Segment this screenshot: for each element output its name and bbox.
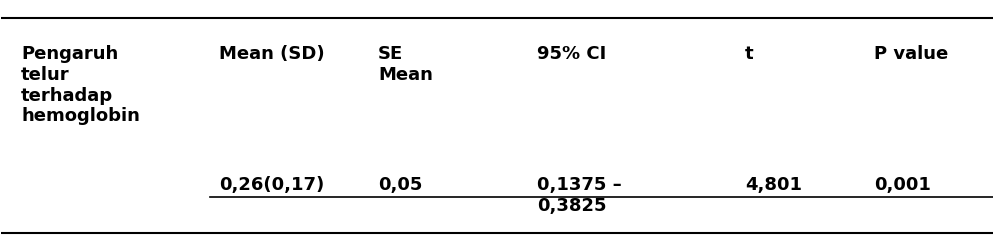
Text: P value: P value bbox=[874, 45, 948, 63]
Text: 4,801: 4,801 bbox=[745, 176, 802, 194]
Text: Mean (SD): Mean (SD) bbox=[220, 45, 325, 63]
Text: 95% CI: 95% CI bbox=[537, 45, 606, 63]
Text: 0,001: 0,001 bbox=[874, 176, 930, 194]
Text: SE
Mean: SE Mean bbox=[378, 45, 433, 84]
Text: 0,1375 –
0,3825: 0,1375 – 0,3825 bbox=[537, 176, 621, 215]
Text: 0,26(0,17): 0,26(0,17) bbox=[220, 176, 325, 194]
Text: 0,05: 0,05 bbox=[378, 176, 422, 194]
Text: t: t bbox=[745, 45, 753, 63]
Text: Pengaruh
telur
terhadap
hemoglobin: Pengaruh telur terhadap hemoglobin bbox=[21, 45, 140, 125]
